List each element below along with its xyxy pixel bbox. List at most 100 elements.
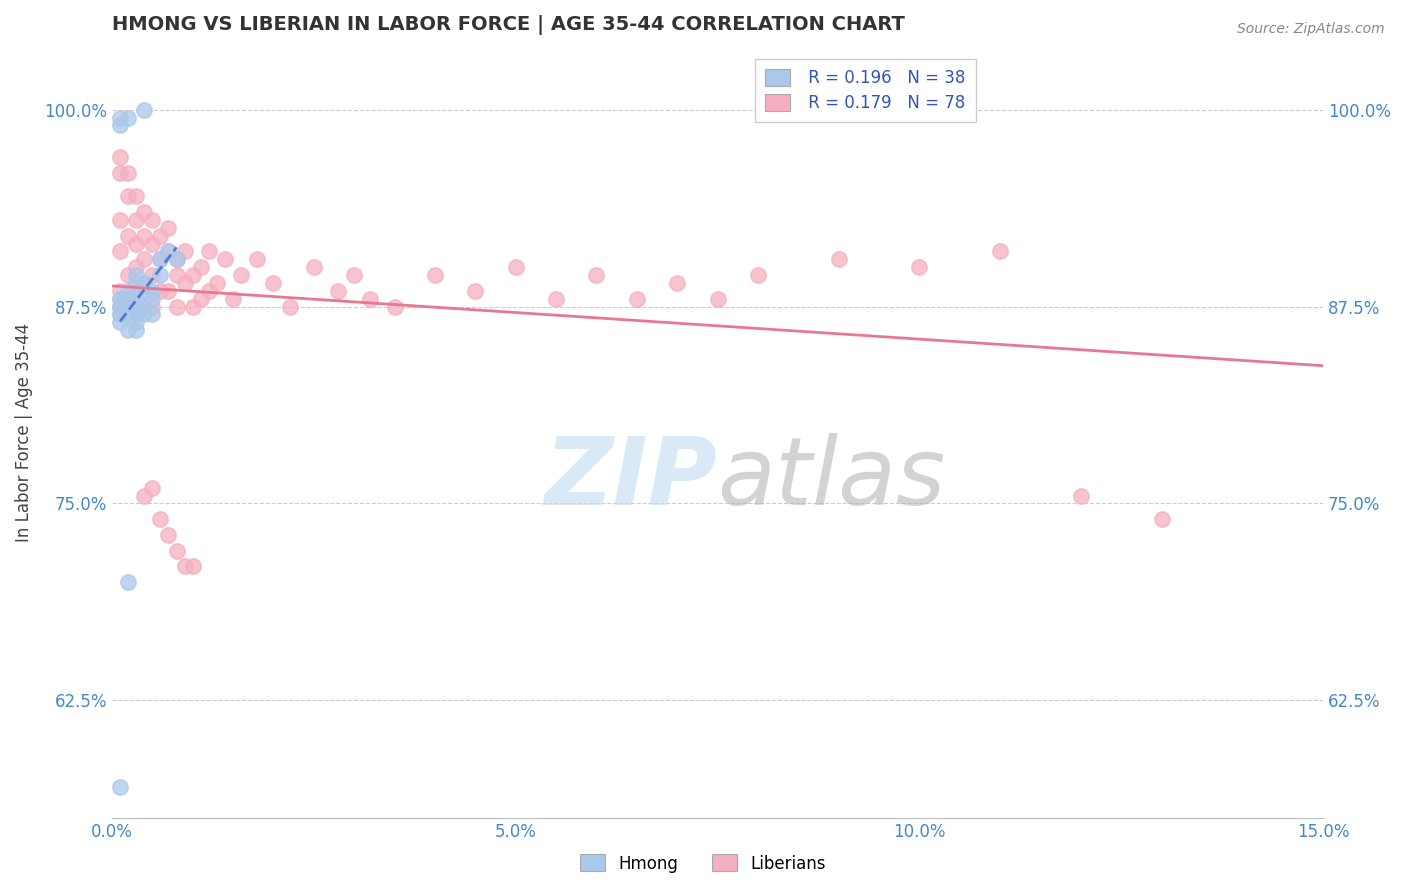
Point bbox=[585, 268, 607, 282]
Point bbox=[149, 268, 172, 282]
Point bbox=[302, 260, 325, 275]
Point bbox=[1150, 512, 1173, 526]
Point bbox=[117, 300, 139, 314]
Text: ZIP: ZIP bbox=[544, 433, 717, 524]
Point bbox=[343, 268, 366, 282]
Point bbox=[198, 284, 221, 298]
Point bbox=[166, 252, 188, 267]
Point bbox=[173, 276, 195, 290]
Point bbox=[108, 300, 131, 314]
Point bbox=[166, 268, 188, 282]
Point bbox=[157, 244, 180, 259]
Point bbox=[190, 260, 212, 275]
Point bbox=[157, 220, 180, 235]
Point bbox=[747, 268, 769, 282]
Point bbox=[666, 276, 689, 290]
Point bbox=[108, 244, 131, 259]
Text: HMONG VS LIBERIAN IN LABOR FORCE | AGE 35-44 CORRELATION CHART: HMONG VS LIBERIAN IN LABOR FORCE | AGE 3… bbox=[112, 15, 905, 35]
Point bbox=[166, 300, 188, 314]
Point bbox=[125, 260, 148, 275]
Point bbox=[108, 308, 131, 322]
Point bbox=[134, 489, 156, 503]
Point bbox=[246, 252, 269, 267]
Point bbox=[141, 292, 163, 306]
Point bbox=[149, 284, 172, 298]
Point bbox=[988, 244, 1011, 259]
Point bbox=[214, 252, 236, 267]
Point bbox=[262, 276, 284, 290]
Y-axis label: In Labor Force | Age 35-44: In Labor Force | Age 35-44 bbox=[15, 323, 32, 542]
Point bbox=[190, 292, 212, 306]
Legend:  R = 0.196   N = 38,  R = 0.179   N = 78: R = 0.196 N = 38, R = 0.179 N = 78 bbox=[755, 59, 976, 122]
Point bbox=[108, 284, 131, 298]
Point bbox=[125, 308, 148, 322]
Point bbox=[149, 252, 172, 267]
Point bbox=[359, 292, 381, 306]
Point bbox=[134, 300, 156, 314]
Point bbox=[117, 284, 139, 298]
Point bbox=[117, 189, 139, 203]
Point bbox=[908, 260, 931, 275]
Point bbox=[166, 252, 188, 267]
Point bbox=[149, 252, 172, 267]
Text: atlas: atlas bbox=[717, 434, 946, 524]
Point bbox=[125, 236, 148, 251]
Point bbox=[141, 213, 163, 227]
Point bbox=[626, 292, 648, 306]
Point bbox=[134, 276, 156, 290]
Point bbox=[278, 300, 301, 314]
Point bbox=[125, 268, 148, 282]
Point bbox=[827, 252, 849, 267]
Legend: Hmong, Liberians: Hmong, Liberians bbox=[574, 847, 832, 880]
Point bbox=[125, 300, 148, 314]
Point bbox=[1070, 489, 1092, 503]
Point bbox=[117, 228, 139, 243]
Point bbox=[117, 300, 139, 314]
Point bbox=[198, 244, 221, 259]
Point bbox=[117, 300, 139, 314]
Point bbox=[149, 512, 172, 526]
Point bbox=[141, 481, 163, 495]
Point bbox=[231, 268, 253, 282]
Point bbox=[125, 284, 148, 298]
Point bbox=[108, 300, 131, 314]
Point bbox=[108, 213, 131, 227]
Point bbox=[108, 300, 131, 314]
Point bbox=[125, 213, 148, 227]
Point bbox=[157, 244, 180, 259]
Point bbox=[125, 300, 148, 314]
Point bbox=[173, 559, 195, 574]
Point bbox=[108, 315, 131, 329]
Point bbox=[134, 103, 156, 117]
Point bbox=[423, 268, 446, 282]
Point bbox=[108, 780, 131, 794]
Point bbox=[125, 300, 148, 314]
Point bbox=[117, 308, 139, 322]
Point bbox=[141, 284, 163, 298]
Point bbox=[108, 111, 131, 125]
Point bbox=[117, 575, 139, 590]
Point bbox=[141, 308, 163, 322]
Point bbox=[141, 300, 163, 314]
Point bbox=[134, 300, 156, 314]
Point bbox=[181, 300, 204, 314]
Point bbox=[108, 292, 131, 306]
Point bbox=[134, 308, 156, 322]
Point bbox=[125, 292, 148, 306]
Point bbox=[117, 292, 139, 306]
Point bbox=[108, 292, 131, 306]
Point bbox=[125, 308, 148, 322]
Point bbox=[108, 166, 131, 180]
Point bbox=[173, 244, 195, 259]
Point bbox=[117, 300, 139, 314]
Point bbox=[157, 284, 180, 298]
Point bbox=[108, 119, 131, 133]
Point bbox=[149, 228, 172, 243]
Point bbox=[117, 323, 139, 337]
Point bbox=[117, 268, 139, 282]
Point bbox=[125, 189, 148, 203]
Point bbox=[157, 528, 180, 542]
Point bbox=[134, 276, 156, 290]
Point bbox=[181, 559, 204, 574]
Point bbox=[544, 292, 567, 306]
